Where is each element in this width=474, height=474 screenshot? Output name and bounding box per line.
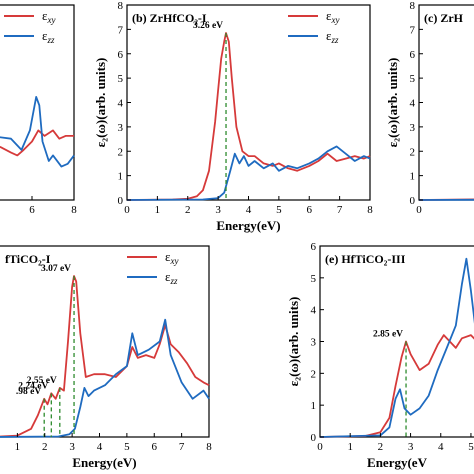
x-axis-label: Energy(eV	[367, 455, 428, 470]
x-tick-label: 8	[206, 441, 212, 453]
y-tick-label: 0	[410, 195, 416, 207]
x-tick-label: 4	[97, 441, 103, 453]
series-line-ezz	[0, 96, 75, 168]
x-axis-label: Energy(eV)	[216, 218, 280, 233]
y-tick-label: 7	[410, 24, 416, 36]
x-tick-label: 4	[246, 204, 252, 216]
x-tick-label: 1	[155, 204, 161, 216]
y-axis-label: ε₂(ω)(arb. units)	[286, 297, 301, 387]
y-tick-label: 8	[118, 0, 124, 12]
legend-label: εxy	[165, 249, 178, 266]
y-axis-label: ε₂(ω)(arb. units)	[385, 58, 400, 148]
y-tick-label: 6	[410, 49, 416, 61]
series-line-exy	[319, 334, 474, 438]
x-tick-label: 6	[152, 441, 158, 453]
y-tick-label: 2	[410, 146, 416, 158]
peak-label: 2.85 eV	[373, 330, 403, 340]
peak-label: 3.07 eV	[41, 264, 71, 274]
panel-label: fTiCO₂-I	[5, 252, 51, 266]
legend-label: εxy	[42, 8, 55, 25]
x-axis-label: Energy(eV)	[72, 455, 136, 470]
x-tick-label: 2	[378, 441, 384, 453]
x-tick-label: 3	[215, 204, 221, 216]
panel-label: (b) ZrHfCO₂-I	[132, 11, 207, 25]
x-tick-label: 1	[347, 441, 353, 453]
y-axis-label: ε₂(ω)(arb. units)	[93, 58, 108, 148]
peak-label: .98 eV	[16, 387, 41, 397]
series-line-exy	[0, 129, 74, 157]
series-line-ezz	[0, 318, 210, 438]
y-tick-label: 1	[410, 171, 416, 183]
legend-label: εzz	[165, 269, 178, 286]
x-tick-label: 3	[69, 441, 75, 453]
y-tick-label: 3	[311, 337, 317, 349]
axes-frame	[0, 4, 75, 201]
series-line-ezz	[319, 257, 474, 438]
peak-label: 2.24 eV	[18, 381, 48, 391]
y-tick-label: 7	[118, 24, 124, 36]
x-tick-label: 1	[15, 441, 21, 453]
legend-label: εxy	[326, 8, 339, 25]
x-tick-label: 0	[317, 441, 323, 453]
y-tick-label: 6	[118, 49, 124, 61]
y-tick-label: 0	[118, 195, 124, 207]
series-line-exy	[0, 275, 210, 438]
panel-4: .98 eV2.24 eV2.55 eV3.07 eV012345678Ener…	[0, 245, 212, 470]
y-tick-label: 0	[311, 432, 317, 444]
series-line-exy	[126, 32, 371, 201]
y-tick-label: 3	[410, 122, 416, 134]
x-tick-label: 5	[276, 204, 282, 216]
x-tick-label: 8	[367, 204, 373, 216]
x-tick-label: 0	[416, 204, 422, 216]
x-tick-label: 0	[124, 204, 130, 216]
y-tick-label: 1	[311, 400, 317, 412]
peak-label: 2.55 eV	[27, 376, 57, 386]
y-tick-label: 2	[118, 146, 124, 158]
y-tick-label: 4	[118, 98, 124, 110]
x-tick-label: 6	[307, 204, 313, 216]
panel-2: 3.26 eV 0 1 2 3 4 5 6 7 8 0 1 2 3 4 5 6 7 8 Energy(eV) ε₂(ω)…	[93, 0, 373, 233]
x-tick-label: 3	[408, 441, 414, 453]
y-tick-label: 2	[311, 368, 317, 380]
panel-label: (c) ZrH	[424, 11, 464, 25]
series-line-ezz	[126, 145, 371, 201]
peak-label: 3.26 eV	[193, 21, 223, 31]
panel-3: 00 1 2 3 4 5 6 7 8 ε₂(ω)(arb. units) (c) ZrH	[385, 0, 474, 216]
x-tick-label: 7	[337, 204, 343, 216]
y-tick-label: 5	[311, 273, 317, 285]
y-tick-label: 1	[118, 171, 124, 183]
x-tick-label: 4	[438, 441, 444, 453]
x-tick-label: 8	[71, 204, 77, 216]
x-tick-label: 2	[42, 441, 48, 453]
y-tick-label: 6	[311, 241, 317, 253]
x-tick-label: 6	[29, 204, 35, 216]
axes-frame	[0, 245, 210, 438]
x-tick-label: 7	[179, 441, 185, 453]
x-tick-label: 5	[468, 441, 474, 453]
x-tick-label: 2	[185, 204, 191, 216]
y-tick-label: 4	[311, 305, 317, 317]
y-tick-label: 8	[410, 0, 416, 12]
y-tick-label: 4	[410, 98, 416, 110]
x-tick-label: 5	[124, 441, 130, 453]
panel-5: 2.85 eV 0 1 2 3 4 5 0 1 2 3 4 5 6 Energy(eV ε₂(ω)(arb. …	[286, 241, 474, 470]
legend-label: εzz	[42, 28, 55, 45]
axes-frame	[418, 4, 474, 201]
legend-label: εzz	[326, 28, 339, 45]
panel-1: 6 8 εxy εzz	[0, 4, 77, 216]
y-tick-label: 3	[118, 122, 124, 134]
panel-label: (e) HfTiCO₂-III	[325, 252, 406, 266]
y-tick-label: 5	[118, 73, 124, 85]
y-tick-label: 5	[410, 73, 416, 85]
